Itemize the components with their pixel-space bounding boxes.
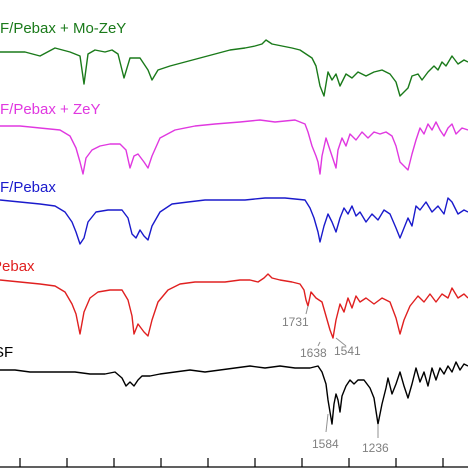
series-label-sf-pebax-zey: SF/Pebax + ZeY [0,101,100,118]
series-label-pebax: Pebax [0,258,35,275]
leader-1541 [335,337,347,347]
annotation-1584: 1584 [312,437,339,451]
series-label-sf-pebax-mozey: SF/Pebax + Mo-ZeY [0,20,126,37]
trace-pebax [0,273,468,339]
annotation-1236: 1236 [362,441,389,455]
leader-1731 [305,305,309,315]
trace-sf [0,361,468,425]
series-label-sf-pebax: SF/Pebax [0,179,56,196]
trace-sf-pebax-mo-zey [0,39,468,97]
x-axis [0,458,468,468]
annotation-1541: 1541 [334,344,361,358]
annotation-leaders [305,305,379,438]
trace-sf-pebax-zey [0,119,468,175]
annotation-1638: 1638 [300,346,327,360]
leader-1638 [317,341,321,347]
series-label-sf: SF [0,344,13,361]
leader-1584 [325,413,329,433]
trace-sf-pebax [0,197,468,245]
annotation-1731: 1731 [282,315,309,329]
trace-group [0,39,468,425]
